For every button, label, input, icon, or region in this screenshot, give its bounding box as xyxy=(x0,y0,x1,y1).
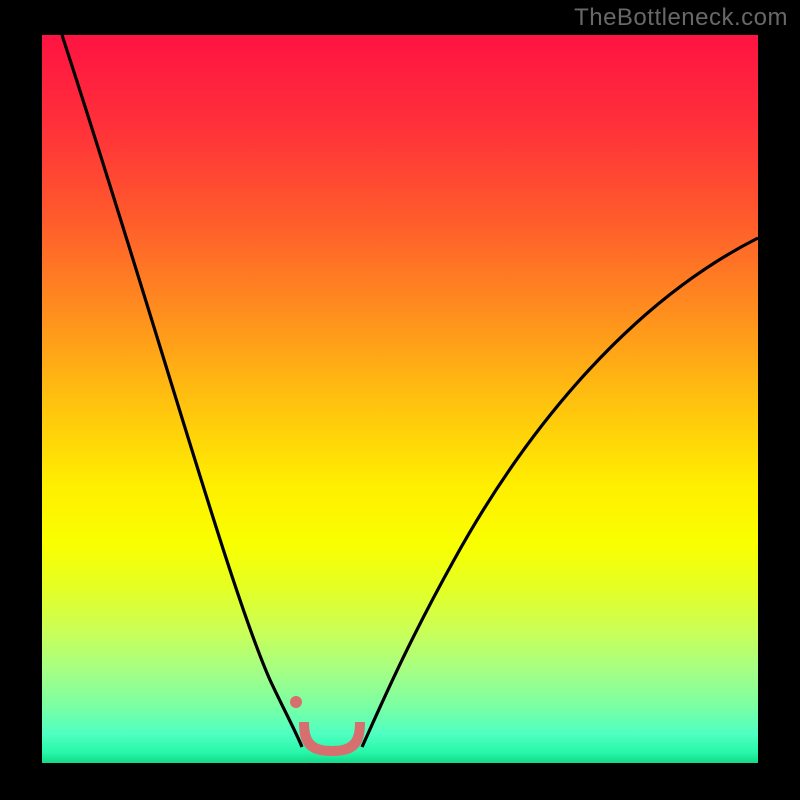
bottleneck-chart xyxy=(0,0,800,800)
gradient-background xyxy=(42,35,758,763)
watermark-text: TheBottleneck.com xyxy=(574,4,788,32)
optimal-zone-dot xyxy=(290,696,302,708)
chart-container: { "watermark": { "text": "TheBottleneck.… xyxy=(0,0,800,800)
